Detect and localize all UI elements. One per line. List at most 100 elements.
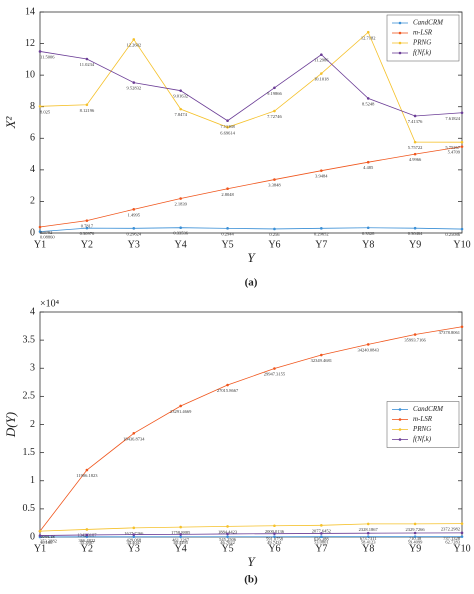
data-label: 11.0234 xyxy=(80,62,95,67)
data-label: 0.7817 xyxy=(81,224,94,229)
x-axis-label: Y xyxy=(247,250,256,265)
y-tick-label: 3.5 xyxy=(23,334,36,345)
data-label: 0.30976 xyxy=(80,231,95,236)
data-point xyxy=(85,226,89,230)
x-tick-label: Y7 xyxy=(315,543,327,554)
data-label: 591.0758 xyxy=(266,537,284,542)
x-tick-label: Y4 xyxy=(175,543,187,554)
data-point xyxy=(179,533,182,536)
data-label: 6.69614 xyxy=(220,130,235,135)
data-point xyxy=(366,535,370,538)
data-point xyxy=(132,533,136,536)
data-point xyxy=(179,525,182,529)
data-point xyxy=(413,226,417,230)
data-point xyxy=(413,140,417,144)
data-label: 0.29652 xyxy=(314,231,329,236)
x-tick-label: Y3 xyxy=(128,543,140,554)
series-line xyxy=(39,51,463,122)
data-point xyxy=(226,187,229,191)
data-point xyxy=(226,532,229,536)
data-point xyxy=(366,343,370,346)
x-tick-label: Y9 xyxy=(409,543,421,554)
data-label: 737.1328 xyxy=(443,536,461,541)
data-point xyxy=(226,535,229,539)
data-label: 7.8474 xyxy=(174,112,187,117)
legend-label: m-LSR xyxy=(413,29,433,37)
y-tick-label: 10 xyxy=(25,69,35,80)
x-tick-label: Y6 xyxy=(268,239,280,250)
data-point xyxy=(226,383,229,387)
x-tick-label: Y2 xyxy=(81,543,93,554)
series-line xyxy=(39,523,463,532)
data-label: 29947.3155 xyxy=(264,372,286,377)
data-point xyxy=(320,353,323,357)
data-point xyxy=(179,107,182,111)
series-line xyxy=(39,31,463,143)
data-point xyxy=(132,38,136,41)
data-label: 10.1018 xyxy=(314,77,329,82)
data-point xyxy=(366,531,370,535)
data-label: 62.7283 xyxy=(445,540,460,545)
data-label: 58.4123 xyxy=(361,540,376,545)
y-tick-label: 1.5 xyxy=(23,447,36,458)
data-point xyxy=(273,535,276,539)
legend-label: PRNG xyxy=(412,39,431,47)
data-point xyxy=(179,404,182,408)
data-label: 2.1839 xyxy=(174,202,187,207)
data-point xyxy=(38,534,42,537)
data-point xyxy=(460,531,464,535)
data-label: 34240.0843 xyxy=(358,347,380,352)
data-point xyxy=(320,535,323,539)
data-label: 3.9484 xyxy=(315,174,328,179)
y-tick-label: 3 xyxy=(30,363,35,374)
data-point xyxy=(413,152,417,156)
data-label: 49.7431 xyxy=(267,540,282,545)
data-label: 9.19866 xyxy=(267,91,282,96)
y-axis-label: D(Y) xyxy=(3,412,18,438)
data-point xyxy=(179,197,182,200)
legend-marker xyxy=(398,51,402,55)
data-point xyxy=(132,81,136,84)
data-point xyxy=(38,225,42,229)
y-tick-label: 2 xyxy=(30,196,35,207)
legend-marker xyxy=(398,31,402,35)
data-label: 710.38 xyxy=(409,536,422,541)
legend-marker xyxy=(398,438,402,441)
y-tick-label: 2 xyxy=(30,419,35,430)
series-line xyxy=(39,532,463,536)
data-label: 2000.0136 xyxy=(265,529,285,534)
data-label: 2372.2982 xyxy=(441,527,460,532)
legend-label: m-LSR xyxy=(413,415,433,423)
x-tick-label: Y10 xyxy=(453,543,470,554)
data-point xyxy=(226,119,229,123)
data-label: 0.2944 xyxy=(221,231,234,236)
data-label: 37378.8061 xyxy=(439,330,460,335)
data-point xyxy=(366,30,370,34)
data-point xyxy=(413,522,417,526)
x-tick-label: Y3 xyxy=(128,239,140,250)
legend-label: f(Nf,k) xyxy=(413,435,432,443)
data-point xyxy=(226,525,229,528)
y-tick-label: 8 xyxy=(30,101,35,112)
data-point xyxy=(85,533,89,537)
data-point xyxy=(320,532,323,535)
data-point xyxy=(85,528,89,531)
data-point xyxy=(38,105,42,108)
data-point xyxy=(273,532,276,535)
legend-marker xyxy=(398,418,402,421)
data-point xyxy=(413,114,417,118)
data-label: 1044.18 xyxy=(40,534,55,539)
data-point xyxy=(226,125,229,129)
data-label: 9.52832 xyxy=(126,86,141,91)
data-label: 27015.8667 xyxy=(217,388,239,393)
x-tick-label: Y1 xyxy=(34,543,46,554)
data-point xyxy=(413,531,417,535)
legend-marker xyxy=(398,21,402,25)
data-point xyxy=(85,535,89,539)
data-point xyxy=(460,535,464,538)
data-point xyxy=(132,526,136,530)
data-point xyxy=(273,86,276,90)
data-label: 2.8048 xyxy=(221,192,234,197)
data-label: 4.485 xyxy=(363,165,374,170)
